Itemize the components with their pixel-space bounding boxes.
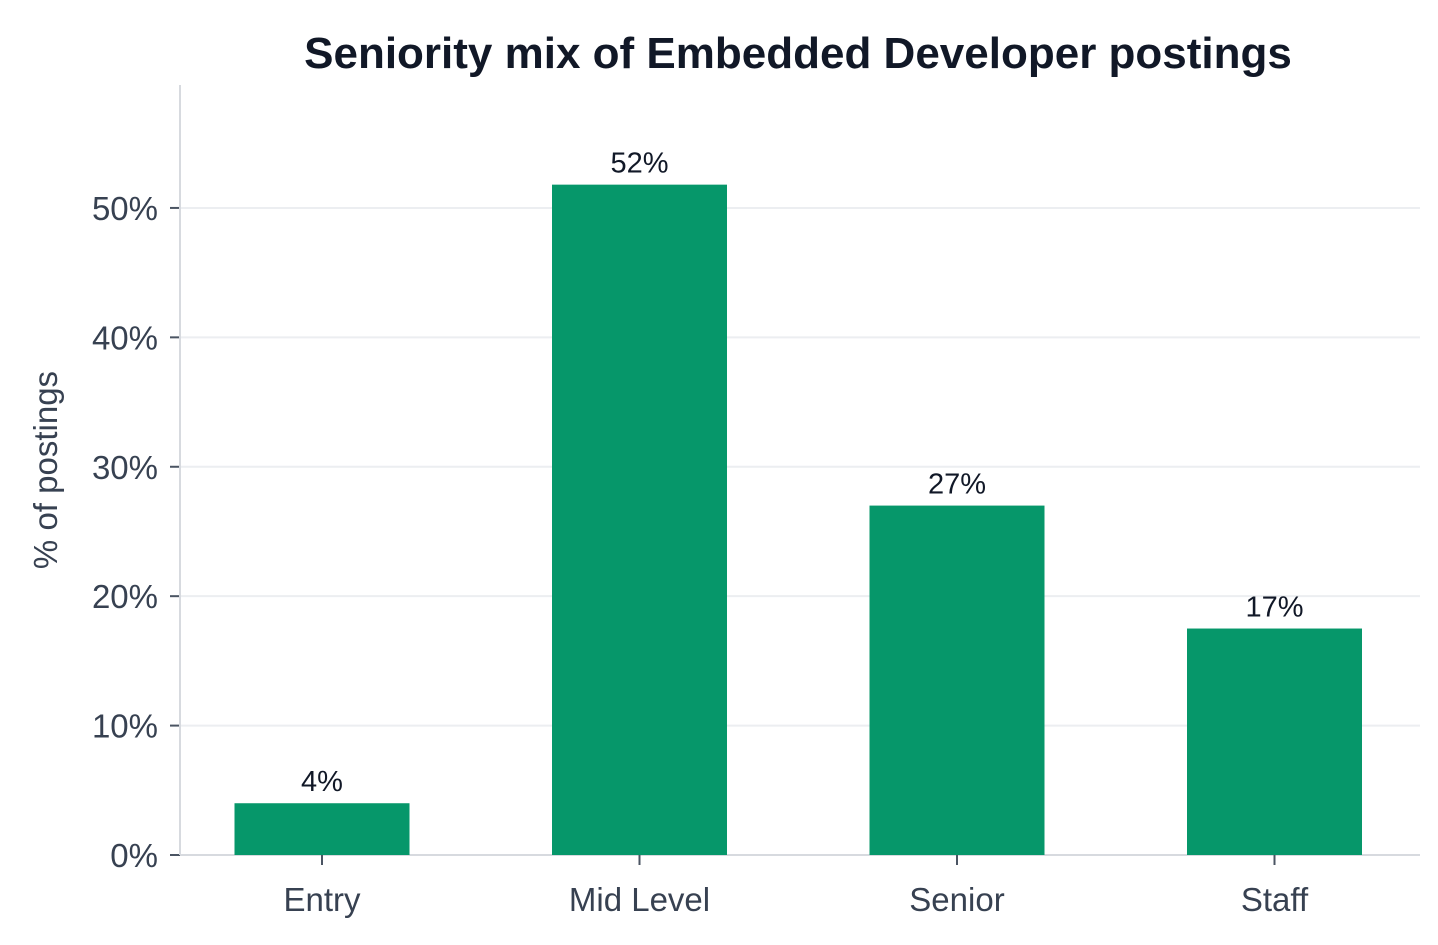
data-label: 4% <box>301 766 343 798</box>
bar-entry <box>234 803 410 855</box>
y-tick-label: 10% <box>92 708 158 745</box>
x-tick-label: Entry <box>283 881 361 918</box>
bar-staff <box>1187 628 1362 855</box>
data-label: 52% <box>610 148 668 180</box>
x-tick-label: Mid Level <box>569 881 710 918</box>
y-tick-label: 50% <box>92 190 158 227</box>
y-tick-label: 30% <box>92 449 158 486</box>
x-tick-label: Staff <box>1241 881 1309 918</box>
y-axis-label: % of postings <box>27 371 64 569</box>
chart-title: Seniority mix of Embedded Developer post… <box>304 29 1292 78</box>
bars <box>234 184 1362 855</box>
y-tick-label: 40% <box>92 319 158 356</box>
y-tick-label: 20% <box>92 578 158 615</box>
x-tick-label: Senior <box>909 881 1004 918</box>
y-tick-label: 0% <box>110 837 158 874</box>
data-label: 17% <box>1245 592 1303 624</box>
bar-mid-level <box>552 184 727 855</box>
data-label: 27% <box>928 469 986 501</box>
bar-senior <box>869 505 1045 855</box>
labels: 0% 10% 20% 30% 40% 50% Entry 4% Mid Level 52% Seni… <box>92 148 1309 918</box>
